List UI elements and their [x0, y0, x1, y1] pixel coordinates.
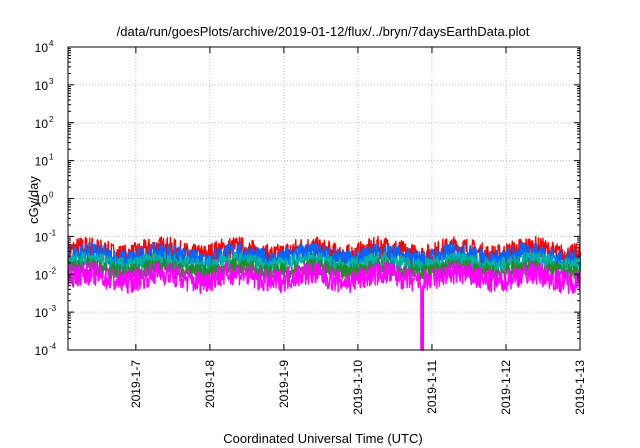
x-tick-label: 2019-1-8: [203, 360, 217, 408]
y-tick-exponent: 3: [49, 77, 54, 86]
y-tick-exponent: -3: [49, 304, 57, 313]
y-tick-label: 10: [35, 344, 49, 358]
y-tick-exponent: -1: [49, 228, 57, 237]
x-tick-label: 2019-1-12: [499, 360, 513, 415]
y-tick-exponent: 1: [49, 153, 54, 162]
x-tick-label: 2019-1-7: [129, 360, 143, 408]
chart-title: /data/run/goesPlots/archive/2019-01-12/f…: [117, 24, 530, 39]
y-tick-exponent: 4: [49, 39, 54, 48]
x-tick-label: 2019-1-13: [573, 360, 587, 415]
y-tick-exponent: 2: [49, 115, 54, 124]
y-tick-label: 10: [35, 306, 49, 320]
x-tick-label: 2019-1-11: [425, 360, 439, 414]
series-line-5: [67, 260, 582, 351]
x-axis-label: Coordinated Universal Time (UTC): [223, 431, 422, 446]
y-tick-label: 10: [35, 79, 49, 93]
plot-frame: [67, 46, 581, 351]
y-tick-exponent: -4: [49, 342, 57, 351]
x-tick-label: 2019-1-9: [277, 360, 291, 408]
x-tick-label: 2019-1-10: [351, 360, 365, 415]
y-tick-label: 10: [35, 230, 49, 244]
grid-lines: [68, 47, 580, 350]
y-tick-exponent: -2: [49, 266, 57, 275]
data-series-group: [67, 235, 582, 351]
y-tick-label: 10: [35, 268, 49, 282]
y-tick-label: 10: [35, 117, 49, 131]
y-axis-label: cGy/day: [26, 176, 41, 224]
y-tick-label: 10: [35, 155, 49, 169]
y-tick-exponent: 0: [49, 191, 54, 200]
y-tick-label: 10: [35, 193, 49, 207]
y-tick-label: 10: [35, 41, 49, 55]
